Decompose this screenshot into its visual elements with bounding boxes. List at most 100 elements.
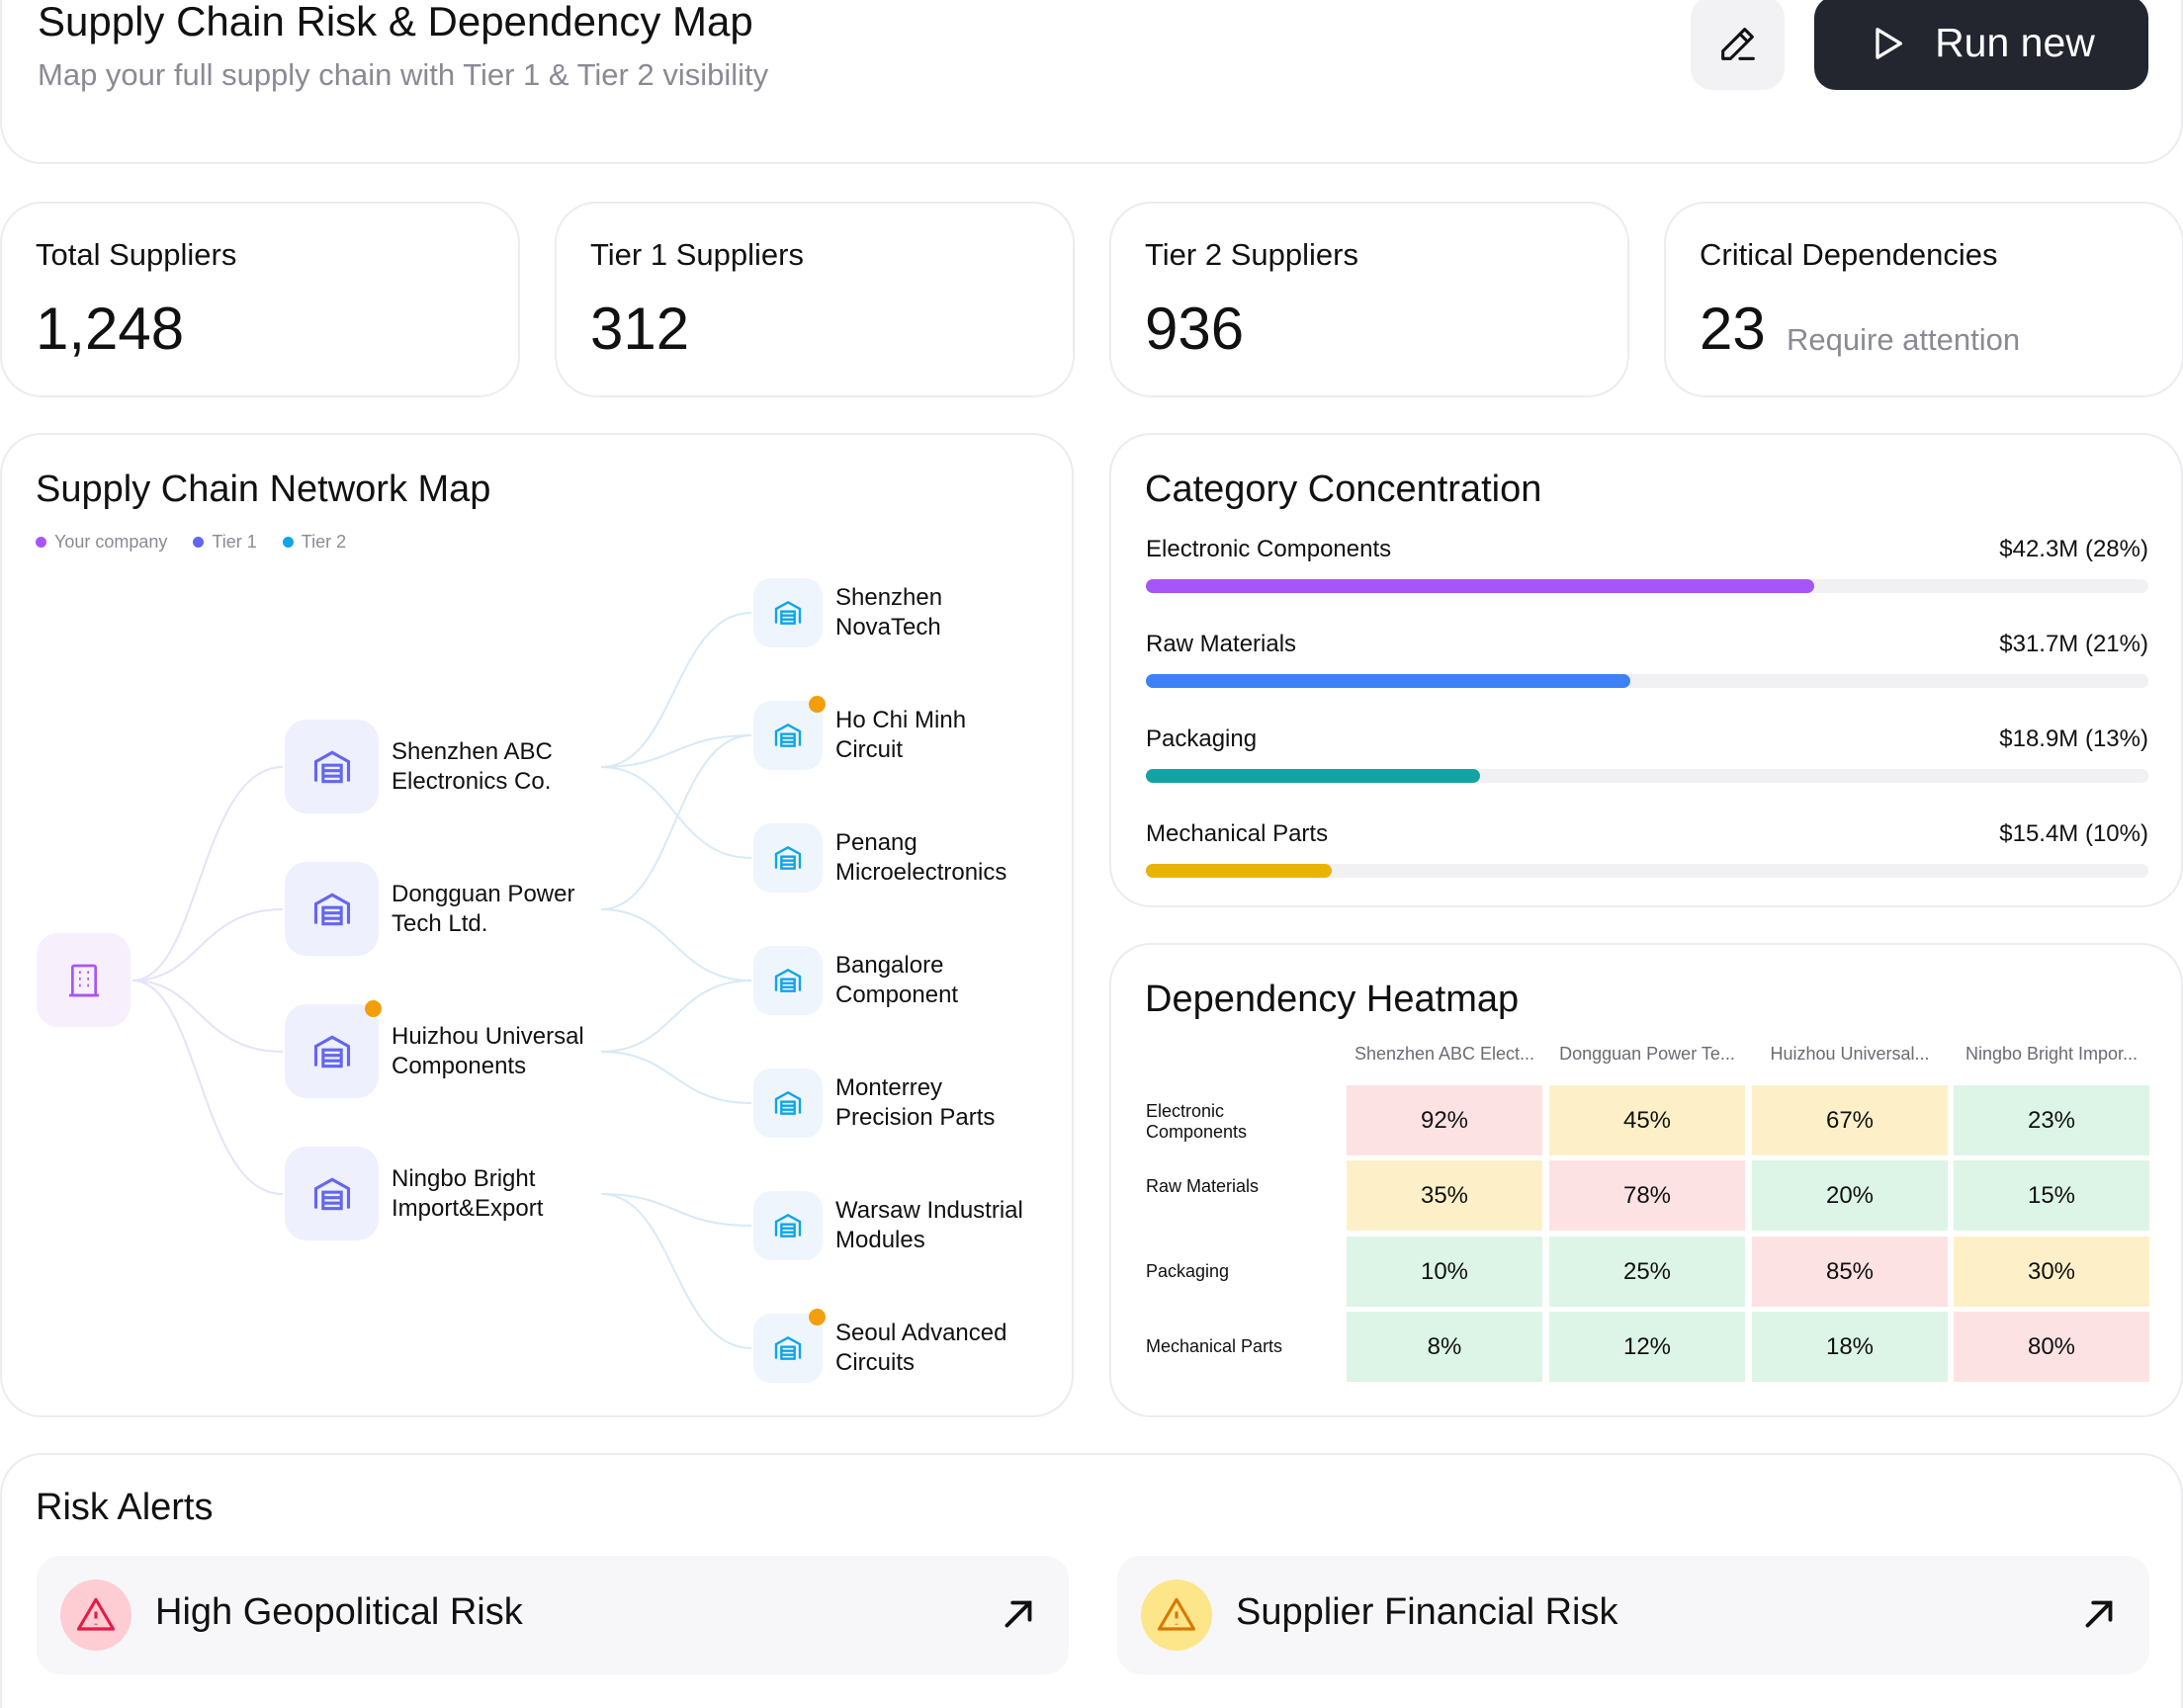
tier2-name-line1: Monterrey (835, 1074, 943, 1101)
link-company-tier1 (131, 980, 284, 1053)
category-bar-track (1146, 674, 2148, 688)
heatmap-cell[interactable]: 45% (1549, 1085, 1745, 1155)
arrow-up-right-icon[interactable] (996, 1591, 1041, 1637)
tier2-node-warsaw-industrial[interactable] (753, 1191, 823, 1260)
heatmap-cell[interactable]: 23% (1954, 1085, 2149, 1155)
category-name: Raw Materials (1146, 631, 1297, 657)
legend-label: Your company (54, 532, 168, 552)
heatmap-title: Dependency Heatmap (1145, 979, 1520, 1020)
tier2-node-ho-chi-minh-circuit[interactable] (753, 701, 823, 770)
heatmap-cell[interactable]: 12% (1549, 1312, 1745, 1382)
tier1-label: Shenzhen ABC Electronics Co. (392, 737, 553, 797)
edit-button[interactable] (1691, 0, 1785, 90)
heatmap-cell[interactable]: 10% (1347, 1237, 1542, 1307)
category-bar-fill (1146, 864, 1332, 878)
tier2-label: Ho Chi Minh Circuit (835, 706, 966, 765)
tier1-name-line1: Ningbo Bright (392, 1165, 536, 1192)
tier2-node-seoul-advanced[interactable] (753, 1314, 823, 1383)
link-company-tier1 (131, 908, 284, 982)
link-tier1-tier2 (600, 1051, 752, 1104)
tier2-label: Warsaw Industrial Modules (835, 1196, 1023, 1255)
pencil-icon (1720, 27, 1755, 60)
category-bar-fill (1146, 579, 1815, 593)
page-header: Supply Chain Risk & Dependency Map Map y… (0, 0, 2183, 164)
warehouse-icon (774, 845, 802, 870)
warehouse-icon (774, 1335, 802, 1360)
tier2-name-line1: Bangalore (835, 952, 944, 979)
link-tier1-tier2 (600, 908, 752, 982)
tier2-name-line1: Shenzhen (835, 584, 943, 611)
category-bar-fill (1146, 674, 1630, 688)
warning-icon (1157, 1597, 1196, 1631)
alert-supplier-financial-risk[interactable]: Supplier Financial Risk (1117, 1556, 2149, 1674)
alert-high-geopolitical-risk[interactable]: High Geopolitical Risk (37, 1556, 1069, 1674)
category-name: Electronic Components (1146, 536, 1392, 562)
network-map-card: Supply Chain Network Map Your company Ti… (0, 433, 1074, 1417)
tier1-node-shenzhen-abc[interactable] (285, 720, 379, 813)
run-new-button[interactable]: Run new (1814, 0, 2148, 90)
heatmap-cell[interactable]: 67% (1752, 1085, 1948, 1155)
tier2-node-penang-microelectronics[interactable] (753, 823, 823, 893)
legend-dot (282, 537, 294, 548)
heatmap-column-header: Shenzhen ABC Elect... (1353, 1044, 1535, 1064)
heatmap-cell[interactable]: 8% (1347, 1312, 1542, 1382)
heatmap-cell[interactable]: 20% (1752, 1160, 1948, 1231)
tier2-node-shenzhen-novatech[interactable] (753, 578, 823, 647)
link-company-tier1 (131, 766, 284, 982)
heatmap-cell[interactable]: 85% (1752, 1237, 1948, 1307)
page-title: Supply Chain Risk & Dependency Map (38, 0, 753, 44)
arrow-up-right-icon[interactable] (2076, 1591, 2122, 1637)
alert-badge (60, 1580, 131, 1651)
category-title: Category Concentration (1145, 469, 1542, 510)
network-legend: Your company Tier 1 Tier 2 (36, 532, 346, 553)
tier2-label: Bangalore Component (835, 951, 958, 1010)
tier1-node-dongguan-power[interactable] (285, 862, 379, 956)
network-links (131, 612, 752, 1349)
play-icon (1876, 27, 1903, 59)
heatmap-cell[interactable]: 15% (1954, 1160, 2149, 1231)
warehouse-icon (774, 1090, 802, 1115)
tier2-node-monterrey-precision[interactable] (753, 1068, 823, 1138)
stat-value: 23 (1700, 296, 1766, 362)
warehouse-icon (313, 750, 350, 783)
link-tier1-tier2 (600, 1193, 752, 1227)
heatmap-cell[interactable]: 80% (1954, 1312, 2149, 1382)
link-tier1-tier2 (600, 1193, 752, 1349)
tier2-name-line2: Circuits (835, 1349, 916, 1376)
tier1-name-line1: Shenzhen ABC (392, 738, 553, 765)
heatmap-cell[interactable]: 30% (1954, 1237, 2149, 1307)
heatmap-cell[interactable]: 18% (1752, 1312, 1948, 1382)
legend-dot (193, 537, 205, 548)
tier2-name-line2: Microelectronics (835, 859, 1007, 886)
warehouse-icon (774, 1213, 802, 1238)
tier1-node-ningbo-bright[interactable] (285, 1147, 379, 1240)
building-icon (68, 964, 99, 996)
tier2-name-line2: Component (835, 982, 959, 1008)
heatmap-column-header: Ningbo Bright Impor... (1965, 1044, 2139, 1064)
tier1-node-huizhou-universal[interactable] (285, 1004, 379, 1098)
tier2-name-line2: NovaTech (835, 614, 941, 640)
tier2-name-line2: Precision Parts (835, 1104, 996, 1131)
alert-indicator (809, 696, 826, 713)
link-tier1-tier2 (600, 734, 752, 768)
heatmap-cell[interactable]: 35% (1347, 1160, 1542, 1231)
alert-badge (1141, 1580, 1212, 1651)
tier2-label: Seoul Advanced Circuits (835, 1319, 1006, 1378)
stat-card-tier2-suppliers: Tier 2 Suppliers 936 (1109, 202, 1629, 397)
heatmap-row-label: Mechanical Parts (1146, 1336, 1283, 1356)
category-amount: $42.3M (28%) (1999, 536, 2148, 562)
dependency-heatmap-card: Dependency Heatmap Shenzhen ABC Elect...… (1109, 943, 2183, 1417)
heatmap-cell[interactable]: 25% (1549, 1237, 1745, 1307)
stat-label: Critical Dependencies (1700, 237, 1998, 272)
warehouse-icon (774, 968, 802, 992)
your-company-node[interactable] (37, 933, 131, 1027)
link-tier1-tier2 (600, 734, 752, 910)
heatmap-cell[interactable]: 78% (1549, 1160, 1745, 1231)
tier2-node-bangalore-component[interactable] (753, 946, 823, 1015)
heatmap-cell[interactable]: 92% (1347, 1085, 1542, 1155)
tier2-name-line2: Circuit (835, 736, 904, 763)
category-bar-fill (1146, 769, 1480, 783)
stat-label: Tier 1 Suppliers (590, 237, 804, 272)
tier2-name-line1: Ho Chi Minh (835, 707, 967, 733)
legend-item-tier1: Tier 1 (193, 532, 257, 553)
